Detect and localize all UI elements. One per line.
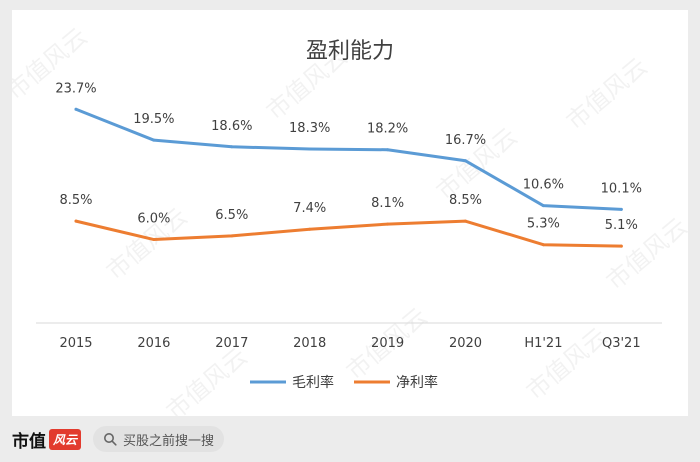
data-label: 18.2% <box>367 122 408 137</box>
data-label: 23.7% <box>55 81 96 96</box>
x-tick-layer: 2015 2016 2017 2018 2019 2020 H1'21 Q3'21 <box>59 336 640 351</box>
data-point <box>386 222 390 226</box>
data-point <box>464 219 467 223</box>
data-point <box>619 207 623 211</box>
chart-title: 盈利能力 <box>306 39 394 64</box>
data-label: 6.0% <box>137 212 170 227</box>
data-point <box>152 138 156 142</box>
search-icon <box>103 432 117 446</box>
data-label: 8.5% <box>59 193 92 208</box>
watermark-text: 市值风云 <box>521 322 613 405</box>
series-layer: 23.7% 19.5% 18.6% 18.3% 18.2% 16.7% 10.6% 10.1%… <box>55 81 642 248</box>
brand-name: 市值 <box>12 431 46 452</box>
watermark-text: 市值风云 <box>161 342 253 416</box>
data-point <box>308 227 312 231</box>
x-tick-label: 2017 <box>215 336 248 351</box>
legend-label: 毛利率 <box>292 374 334 391</box>
data-point <box>152 238 156 242</box>
watermark-text: 市值风云 <box>561 52 653 135</box>
data-label: 18.3% <box>289 121 330 136</box>
data-label: 5.3% <box>527 217 560 232</box>
search-prompt[interactable]: 买股之前搜一搜 <box>93 426 225 452</box>
data-point <box>541 243 545 247</box>
data-point <box>541 204 545 208</box>
brand-logo[interactable]: 市值 风云 <box>12 427 82 452</box>
data-point <box>230 145 234 149</box>
data-label: 10.1% <box>601 181 642 196</box>
series-line-0 <box>74 107 623 211</box>
brand-badge: 风云 <box>49 428 82 450</box>
data-point <box>386 148 390 152</box>
data-point <box>308 147 312 151</box>
x-tick-label: 2018 <box>293 336 326 351</box>
data-point <box>74 219 78 223</box>
data-label: 6.5% <box>215 208 248 223</box>
footer-bar: 市值 风云 买股之前搜一搜 <box>0 416 700 462</box>
data-label: 5.1% <box>605 218 638 233</box>
legend: 毛利率 净利率 <box>250 374 438 391</box>
data-label: 10.6% <box>523 178 564 193</box>
legend-label: 净利率 <box>396 374 438 391</box>
data-label: 7.4% <box>293 201 326 216</box>
chart-card: 市值风云 市值风云 市值风云 市值风云 市值风云 市值风云 市值风云 市值风云 市值风云 盈利能… <box>12 10 688 416</box>
series-line-1 <box>74 219 623 248</box>
x-tick-label: 2020 <box>449 336 482 351</box>
data-label: 8.1% <box>371 196 404 211</box>
data-label: 18.6% <box>211 119 252 134</box>
data-point <box>74 107 78 111</box>
search-prompt-text: 买股之前搜一搜 <box>123 433 215 449</box>
data-label: 16.7% <box>445 133 486 148</box>
x-tick-label: 2019 <box>371 336 404 351</box>
data-label: 19.5% <box>133 112 174 127</box>
x-tick-label: 2016 <box>137 336 170 351</box>
data-point <box>230 234 234 238</box>
x-tick-label: 2015 <box>59 336 92 351</box>
data-point <box>619 244 623 248</box>
data-label: 8.5% <box>449 193 482 208</box>
x-tick-label: Q3'21 <box>602 336 641 351</box>
x-tick-label: H1'21 <box>524 336 562 351</box>
data-point <box>464 159 467 163</box>
